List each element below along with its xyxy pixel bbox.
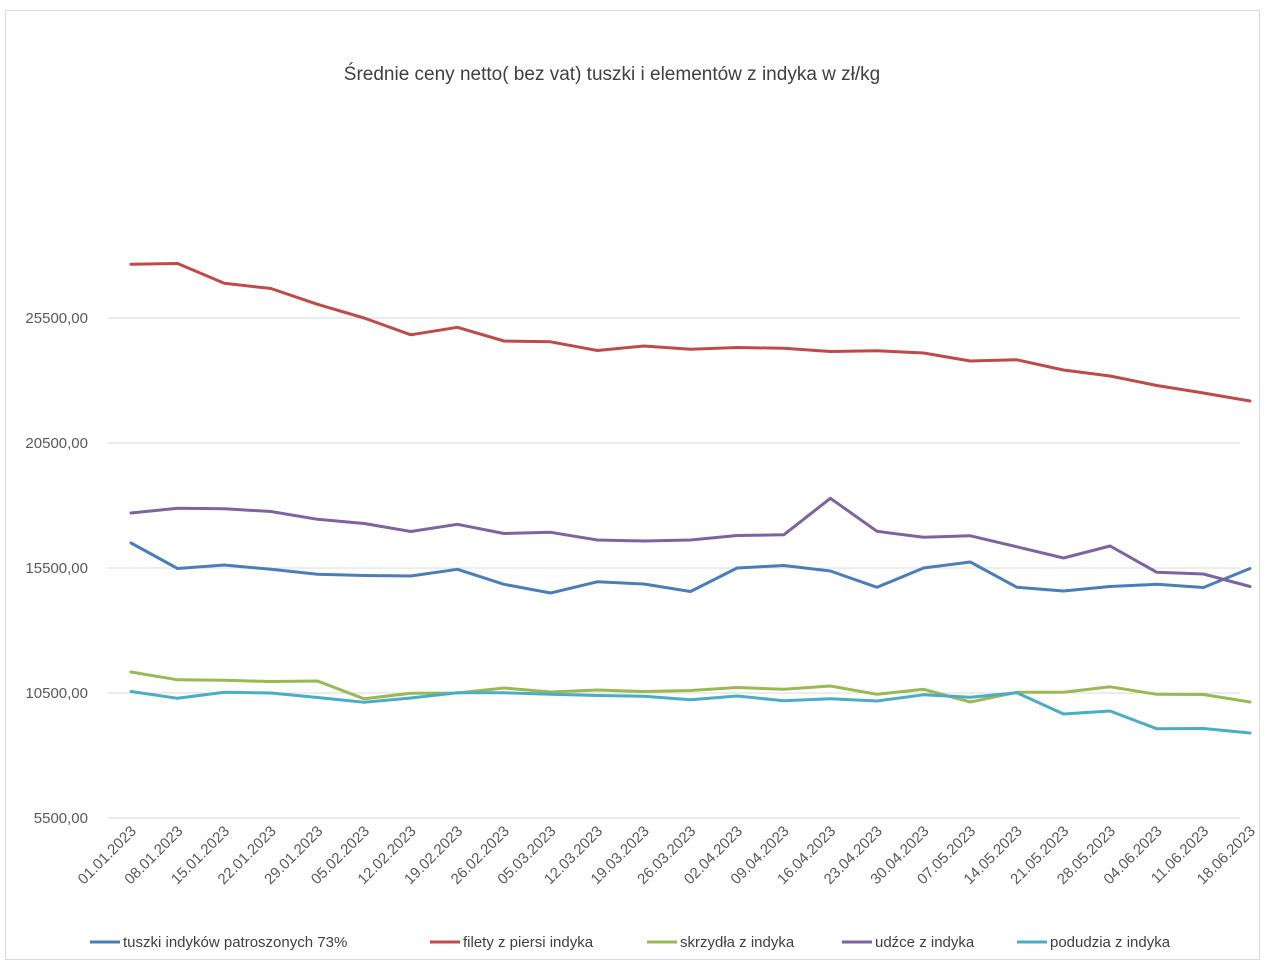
series-line bbox=[129, 541, 1252, 595]
series-line bbox=[129, 496, 1252, 588]
legend-label: filety z piersi indyka bbox=[463, 934, 594, 951]
chart-area bbox=[5, 10, 1260, 960]
legend-label: tuszki indyków patroszonych 73% bbox=[123, 934, 347, 951]
series-line bbox=[129, 670, 1252, 704]
x-axis-ticks: 01.01.202308.01.202315.01.202322.01.2023… bbox=[75, 823, 1259, 888]
y-tick-label: 20500,00 bbox=[25, 435, 88, 452]
legend-label: udźce z indyka bbox=[875, 934, 975, 951]
y-tick-label: 5500,00 bbox=[34, 810, 88, 827]
series-line bbox=[129, 262, 1252, 403]
y-axis-ticks: 25500,00 20500,00 15500,00 10500,00 5500,00 bbox=[25, 310, 88, 827]
y-tick-label: 10500,00 bbox=[25, 685, 88, 702]
legend: tuszki indyków patroszonych 73% filety z … bbox=[90, 934, 1171, 951]
y-tick-label: 15500,00 bbox=[25, 560, 88, 577]
legend-label: podudzia z indyka bbox=[1050, 934, 1171, 951]
chart-title: Średnie ceny netto( bez vat) tuszki i el… bbox=[344, 63, 880, 85]
series-line bbox=[129, 690, 1252, 735]
y-tick-label: 25500,00 bbox=[25, 310, 88, 327]
series-lines bbox=[129, 262, 1252, 735]
legend-label: skrzydła z indyka bbox=[680, 934, 795, 951]
gridlines bbox=[108, 317, 1240, 819]
